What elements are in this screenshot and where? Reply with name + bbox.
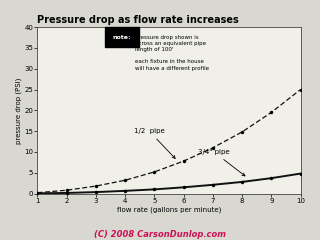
Text: 3/4" pipe: 3/4" pipe bbox=[198, 149, 245, 176]
Text: Pressure drop as flow rate increases: Pressure drop as flow rate increases bbox=[37, 15, 239, 25]
Text: pressure drop shown is
across an equivalent pipe
length of 100'

each fixture in: pressure drop shown is across an equival… bbox=[135, 35, 209, 71]
Y-axis label: pressure drop (PSI): pressure drop (PSI) bbox=[15, 77, 21, 144]
X-axis label: flow rate (gallons per minute): flow rate (gallons per minute) bbox=[117, 206, 221, 213]
Text: (C) 2008 CarsonDunlop.com: (C) 2008 CarsonDunlop.com bbox=[94, 230, 226, 239]
Text: 1/2  pipe: 1/2 pipe bbox=[134, 128, 175, 158]
Text: note:: note: bbox=[112, 35, 131, 40]
